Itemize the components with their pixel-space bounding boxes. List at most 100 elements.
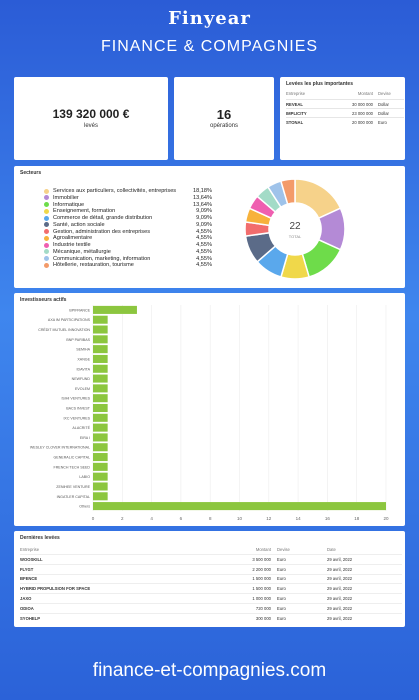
table-row: IMPLICITY 23 000 000 Dollar [286,108,404,117]
bar [93,462,108,471]
bar [93,482,108,491]
y-tick-label: Others [79,505,90,509]
bar [93,345,108,354]
legend-item: Informatique 13,64% [44,202,212,208]
legend-value: 9,09% [196,221,212,228]
investors-bar-chart: 0 2 4 6 8 10 12 14 16 18 20 BPIFRANCE AXA IM PARTICI… [30,305,389,521]
legend-swatch [44,249,49,255]
bar [93,502,386,511]
cell-company: FLYGT [20,566,34,572]
cell-company: WOOSKILL [20,556,43,562]
cell-amount: 300 000 [255,615,271,621]
footer-url[interactable]: finance-et-compagnies.com [92,660,327,681]
cell-date: 29 avril, 2022 [327,576,353,582]
legend-value: 4,55% [196,242,212,249]
cell-company: REVEAL [286,101,303,107]
x-tick-label: 20 [383,516,389,521]
legend-item: Agroalimentaire 4,55% [44,235,212,241]
legend-label: Services aux particuliers, collectivités… [53,188,177,195]
legend-value: 4,55% [196,262,212,269]
investors-title: Investisseurs actifs [20,297,67,303]
table-row: STONAL 20 000 000 Euro [286,117,404,126]
bar [93,423,108,432]
legend-label: Hôtellerie, restauration, tourisme [53,262,134,269]
legend-swatch [44,256,49,262]
x-tick-label: 14 [296,516,302,521]
cell-date: 29 avril, 2022 [327,556,353,562]
y-tick-label: BNP PARIBAS [66,338,90,342]
sectors-title: Secteurs [20,170,42,176]
cell-currency: Euro [277,566,286,572]
legend-value: 9,09% [196,215,212,222]
bar [93,315,108,324]
cell-company: IMPLICITY [286,110,307,116]
brand-logo: Finyear [168,8,251,29]
header-entreprise: Entreprise [286,91,306,96]
legend-label: Informatique [53,201,85,208]
table-row: BFENCE 1 500 000 Euro 29 avril, 2022 [20,573,402,584]
table-row: FLYGT 2 200 000 Euro 29 avril, 2022 [20,563,402,574]
cell-amount: 20 000 000 [352,119,373,125]
legend-swatch [44,208,49,214]
legend-label: Santé, action sociale [53,221,105,228]
x-tick-label: 10 [237,516,243,521]
amount-label: levés [83,123,98,129]
x-tick-label: 4 [150,516,153,521]
x-tick-label: 18 [354,516,360,521]
y-tick-label: GENERALIC CAPITAL [54,456,90,460]
donut-slice [279,178,296,205]
cell-currency: Dollar [378,110,389,116]
latest-card: Dernières levées [14,531,405,627]
header-devise: Devise [378,91,391,96]
legend-item: Enseignement, formation 9,09% [44,208,212,214]
cell-date: 29 avril, 2022 [327,586,353,592]
legend-label: Enseignement, formation [53,208,116,215]
cell-company: BFENCE [20,576,38,582]
legend-swatch [44,202,49,208]
cell-currency: Euro [277,556,286,562]
y-tick-label: ZENIHEE VENTURE [56,485,90,489]
cell-currency: Euro [277,605,286,611]
sectors-donut-chart [244,178,346,280]
y-tick-label: BPIFRANCE [69,308,90,312]
legend-item: Gestion, administration des entreprises 4… [44,229,212,235]
page-title: FINANCE & COMPAGNIES [100,38,319,55]
bar [93,433,108,442]
y-tick-label: XANGE [77,357,90,361]
legend-item: Commerce de détail, grande distribution 9… [44,215,212,221]
bar [93,364,108,373]
cell-company: STONAL [286,119,304,125]
y-tick-label: EVOLEM [75,387,90,391]
legend-label: Commerce de détail, grande distribution [53,215,153,222]
legend-label: Industrie textile [53,242,91,249]
bar [93,453,108,462]
legend-value: 4,55% [196,228,212,235]
donut-total-label: TOTAL [288,234,302,239]
y-tick-label: ISIHI VENTURES [61,397,90,401]
y-tick-label: FRENCH TECH SEED [54,465,91,469]
legend-value: 9,09% [196,208,212,215]
table-row: JAXO 1 000 000 Euro 29 avril, 2022 [20,593,402,603]
x-tick-label: 2 [121,516,124,521]
cell-currency: Dollar [378,101,389,107]
y-tick-label: EIRA I [80,436,90,440]
x-tick-label: 0 [92,516,95,521]
header-montant: Montant [357,91,373,96]
legend-swatch [44,262,49,268]
cell-amount: 30 000 000 [352,101,373,107]
cell-amount: 3 500 000 [252,556,271,562]
table-header: Entreprise Montant Devise Date [20,545,402,554]
cell-date: 29 avril, 2022 [327,615,353,621]
bar [93,354,108,363]
investors-card: Investisseurs actifs [14,293,405,526]
legend-value: 4,55% [196,248,212,255]
cell-amount: 1 500 000 [252,576,271,582]
legend-value: 13,64% [193,201,212,208]
cell-currency: Euro [378,119,387,125]
legend-label: Agroalimentaire [53,235,93,242]
top-raises-title: Levées les plus importantes [286,81,353,87]
x-tick-label: 16 [325,516,331,521]
top-raises-card: Levées les plus importantes Entreprise M… [280,77,405,160]
operations-label: opérations [209,123,239,129]
legend-item: Santé, action sociale 9,09% [44,222,212,228]
